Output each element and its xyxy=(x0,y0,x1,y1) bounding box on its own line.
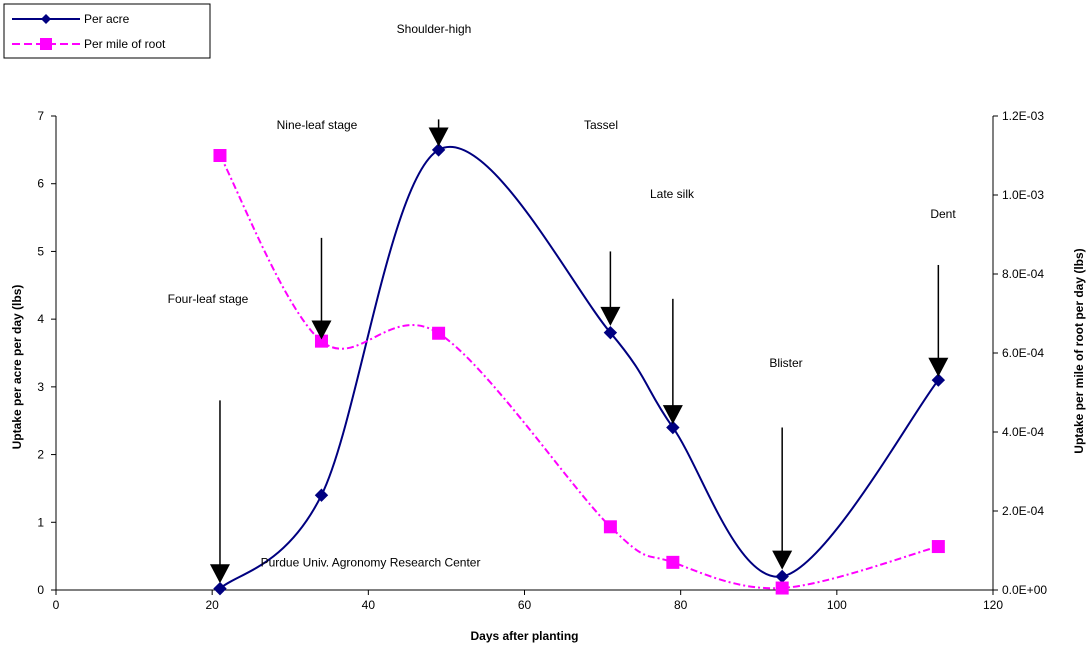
x-tick-label: 0 xyxy=(53,598,60,612)
stage-arrow-head xyxy=(772,550,793,570)
stage-arrow-head xyxy=(311,320,332,340)
y-tick-label: 0 xyxy=(37,583,44,597)
stage-label: Four-leaf stage xyxy=(168,292,249,306)
stage-label: Nine-leaf stage xyxy=(277,118,358,132)
data-point-per-mile-of-root xyxy=(432,326,446,340)
y-tick-label: 7 xyxy=(37,109,44,123)
data-point-per-acre xyxy=(213,581,227,596)
x-tick-label: 100 xyxy=(827,598,847,612)
x-tick-label: 60 xyxy=(518,598,532,612)
stage-arrow-head xyxy=(662,405,683,425)
series-layer xyxy=(213,143,946,596)
x-tick-label: 40 xyxy=(362,598,376,612)
y2-tick-label: 2.0E-04 xyxy=(1002,504,1044,518)
stage-label: Blister xyxy=(769,356,802,370)
data-point-per-mile-of-root xyxy=(666,555,680,569)
x-tick-label: 80 xyxy=(674,598,688,612)
y-tick-label: 4 xyxy=(37,312,44,326)
data-point-per-mile-of-root xyxy=(314,334,328,348)
data-point-per-mile-of-root xyxy=(931,540,945,554)
legend: Per acre Per mile of root xyxy=(3,3,211,59)
stage-label: Tassel xyxy=(584,118,618,132)
y-tick-label: 2 xyxy=(37,448,44,462)
y-tick-label: 6 xyxy=(37,177,44,191)
stage-arrow-head xyxy=(600,306,621,326)
y-tick-label: 3 xyxy=(37,380,44,394)
data-point-per-mile-of-root xyxy=(603,520,617,534)
source-note: Purdue Univ. Agronomy Research Center xyxy=(261,555,481,569)
data-point-per-acre xyxy=(431,143,446,157)
data-point-per-acre xyxy=(931,373,946,387)
y2-tick-label: 1.0E-03 xyxy=(1002,188,1044,202)
data-point-per-acre xyxy=(603,325,618,340)
y2-tick-label: 1.2E-03 xyxy=(1002,109,1044,123)
legend-label-per-acre: Per acre xyxy=(84,12,130,26)
stage-label: Dent xyxy=(930,207,956,221)
data-point-per-acre xyxy=(775,569,789,584)
data-point-per-mile-of-root xyxy=(213,149,227,162)
stage-arrow-head xyxy=(428,127,449,147)
y-tick-label: 1 xyxy=(37,515,44,529)
y2-tick-label: 4.0E-04 xyxy=(1002,425,1044,439)
x-tick-label: 120 xyxy=(983,598,1003,612)
legend-label-per-mile: Per mile of root xyxy=(84,37,166,51)
y2-tick-label: 0.0E+00 xyxy=(1002,583,1047,597)
series-line-1 xyxy=(219,155,939,590)
legend-box xyxy=(3,3,211,59)
data-point-per-acre xyxy=(666,420,680,435)
stage-arrow-head xyxy=(928,357,949,377)
annotations: Four-leaf stage Nine-leaf stage Shoulder-h… xyxy=(168,22,956,584)
data-point-per-mile-of-root xyxy=(775,581,789,595)
axes: 0 20 40 60 80 100 120 0 1 2 3 4 5 6 7 0.0E+00 2.0E-04 4.0… xyxy=(37,109,1047,612)
x-tick-label: 20 xyxy=(205,598,219,612)
x-axis-title: Days after planting xyxy=(470,629,578,643)
y2-axis-title: Uptake per mile of root per day (lbs) xyxy=(1072,248,1086,453)
stage-label: Late silk xyxy=(650,187,695,201)
stage-label: Shoulder-high xyxy=(397,22,472,36)
y2-tick-label: 8.0E-04 xyxy=(1002,267,1044,281)
legend-marker-per-acre xyxy=(41,14,51,24)
stage-arrow-head xyxy=(209,564,230,584)
series-line-0 xyxy=(219,146,940,590)
y-tick-label: 5 xyxy=(37,244,44,258)
y2-tick-label: 6.0E-04 xyxy=(1002,346,1044,360)
y-axis-title: Uptake per acre per day (lbs) xyxy=(10,285,24,450)
data-point-per-acre xyxy=(314,488,329,502)
legend-marker-per-mile xyxy=(40,38,52,50)
